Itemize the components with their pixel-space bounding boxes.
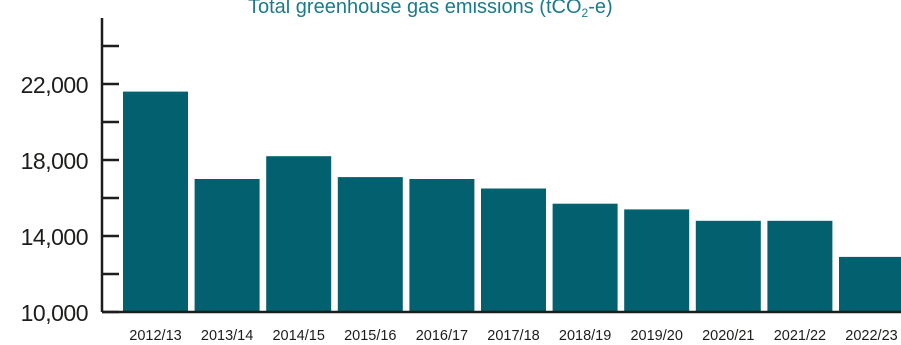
x-tick-label: 2020/21 — [702, 328, 754, 344]
x-tick-label: 2022/23 — [845, 328, 897, 344]
y-tick-label: 22,000 — [21, 72, 88, 98]
x-tick-label: 2014/15 — [272, 328, 324, 344]
bar-2015-16 — [337, 177, 403, 312]
bar-2019-20 — [624, 209, 690, 312]
y-axis: 10,000 14,000 18,000 22,000 — [21, 18, 901, 326]
bar-2018-19 — [552, 203, 618, 312]
x-tick-label: 2015/16 — [344, 328, 396, 344]
x-tick-label: 2016/17 — [416, 328, 468, 344]
y-tick-label: 10,000 — [21, 300, 88, 326]
chart-title-main: Total greenhouse gas emissions (tCO — [248, 0, 582, 18]
x-tick-label: 2017/18 — [487, 328, 539, 344]
bars-group — [123, 91, 901, 312]
y-tick-label: 14,000 — [21, 224, 88, 250]
chart-title-end: -e) — [588, 0, 613, 18]
bar-2016-17 — [409, 179, 475, 312]
bar-2020-21 — [695, 220, 761, 312]
chart-title: Total greenhouse gas emissions (tCO2-e) — [248, 0, 768, 20]
bar-2013-14 — [194, 179, 260, 312]
chart-title-subscript: 2 — [581, 6, 589, 20]
x-tick-label: 2019/20 — [630, 328, 682, 344]
x-tick-label: 2018/19 — [559, 328, 611, 344]
bar-2014-15 — [266, 156, 332, 312]
x-tick-label: 2012/13 — [129, 328, 181, 344]
y-tick-label: 18,000 — [21, 148, 88, 174]
x-axis-labels: 2012/13 2013/14 2014/15 2015/16 2016/17 2017/… — [129, 328, 897, 344]
bar-2022-23 — [839, 256, 901, 312]
bar-2021-22 — [767, 220, 833, 312]
x-tick-label: 2021/22 — [774, 328, 826, 344]
bar-2012-13 — [123, 91, 188, 312]
bar-2017-18 — [481, 188, 546, 312]
x-tick-label: 2013/14 — [201, 328, 253, 344]
